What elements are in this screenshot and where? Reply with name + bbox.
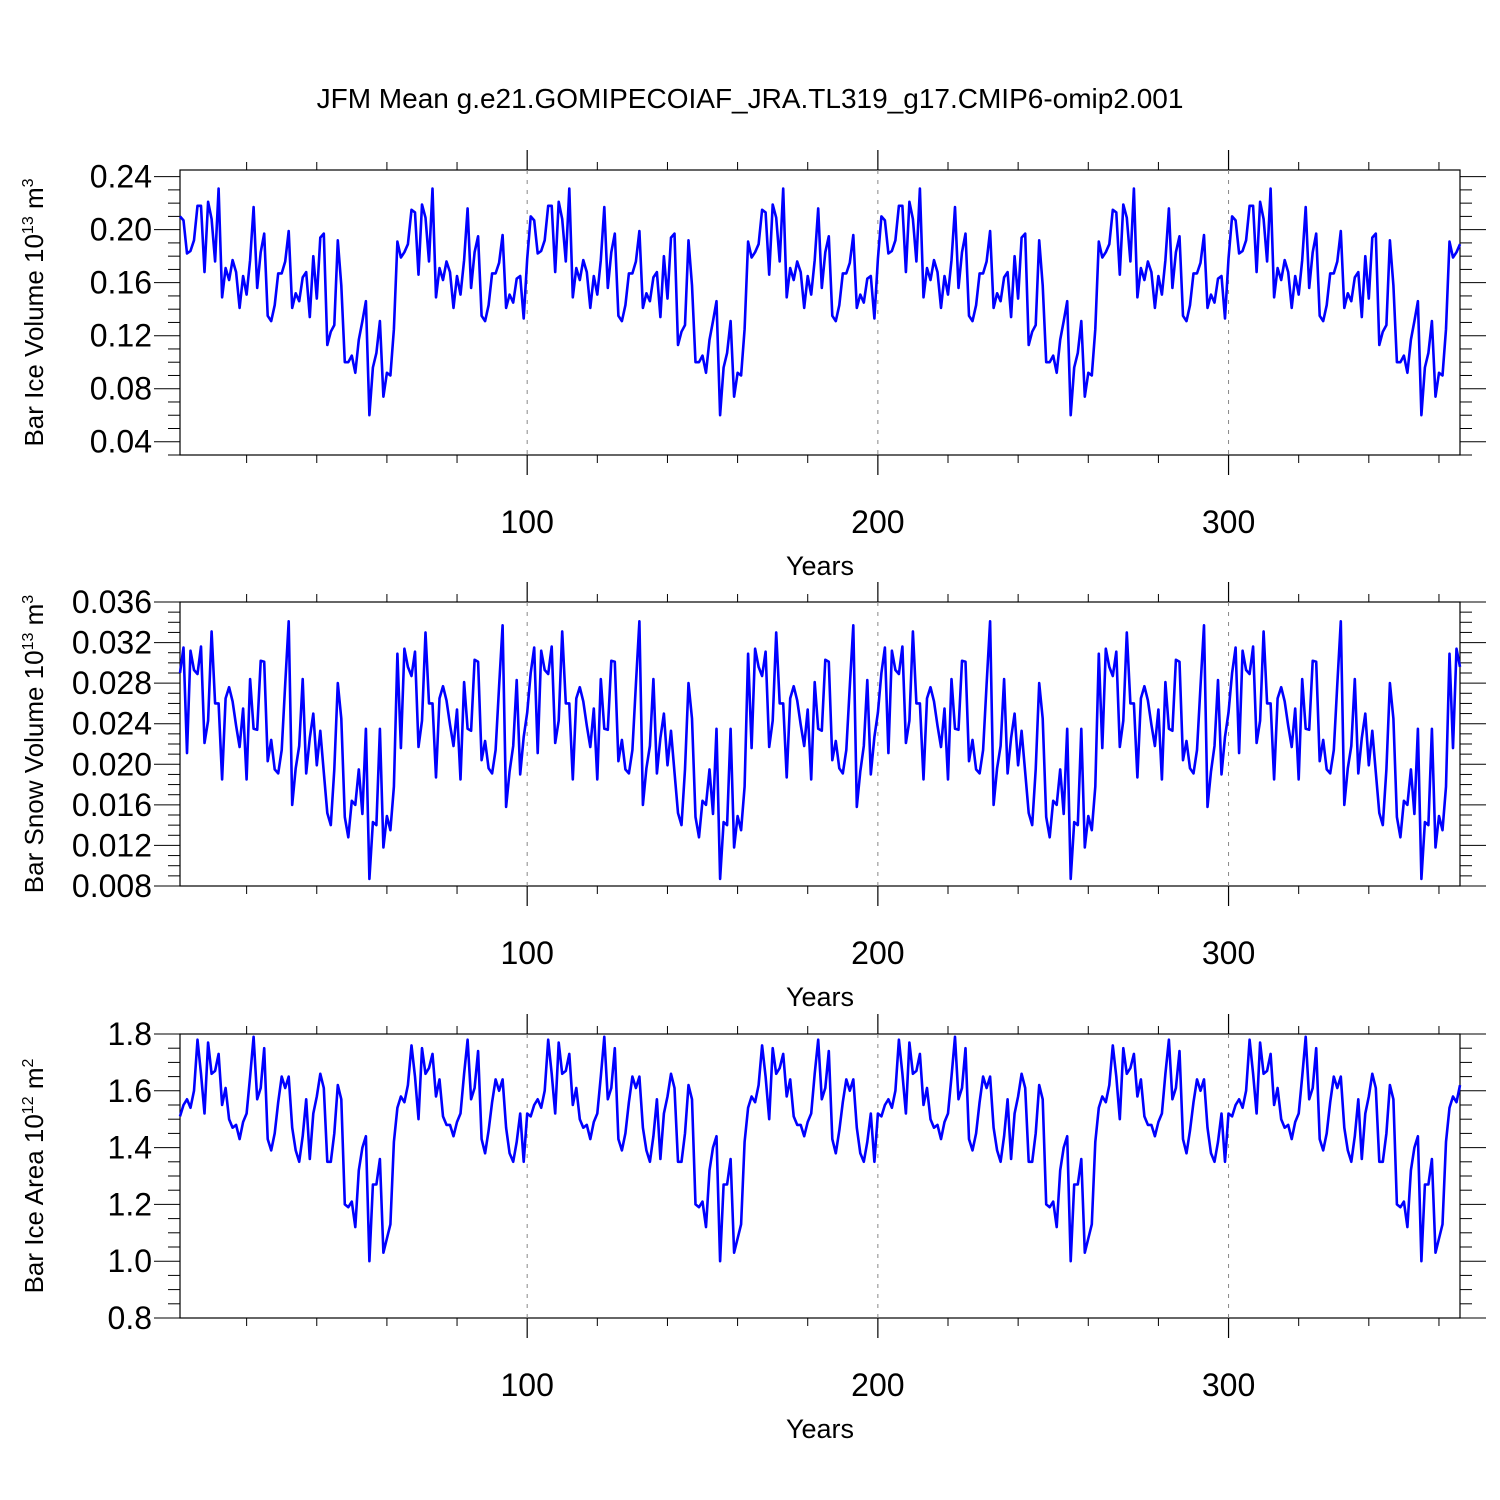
y-tick-label: 0.8 <box>108 1300 152 1336</box>
x-tick-label: 300 <box>1202 504 1255 540</box>
y-tick-label: 0.12 <box>90 318 152 354</box>
x-tick-label: 300 <box>1202 1367 1255 1403</box>
y-tick-label: 1.8 <box>108 1016 152 1052</box>
y-tick-label: 1.6 <box>108 1073 152 1109</box>
y-tick-label: 0.04 <box>90 424 152 460</box>
y-tick-label: 1.0 <box>108 1243 152 1279</box>
panel-2: 100 200 300 0.008 0.012 0.016 0.020 0.024 0.028 0… <box>19 582 1486 1012</box>
x-tick-label: 100 <box>500 935 553 971</box>
series-line <box>178 619 1462 881</box>
y-tick-label: 1.2 <box>108 1186 152 1222</box>
y-tick-label: 0.036 <box>72 584 152 620</box>
x-axis-label: Years <box>786 1414 854 1444</box>
x-axis-label: Years <box>786 551 854 581</box>
y-tick-label: 0.020 <box>72 746 152 782</box>
y-tick-label: 0.24 <box>90 159 152 195</box>
y-tick-label: 0.012 <box>72 827 152 863</box>
x-tick-label: 100 <box>500 504 553 540</box>
series-line <box>178 1035 1462 1263</box>
chart-title: JFM Mean g.e21.GOMIPECOIAF_JRA.TL319_g17… <box>317 83 1184 114</box>
y-axis-label: Bar Ice Volume 1013 m3 <box>19 178 49 446</box>
series-line <box>179 187 1462 417</box>
x-tick-label: 200 <box>851 935 904 971</box>
x-tick-label: 100 <box>500 1367 553 1403</box>
panel-1: 100 200 300 0.04 0.08 0.12 0.16 0.20 0.24 Bar Ice… <box>19 150 1486 581</box>
x-axis-label: Years <box>786 982 854 1012</box>
y-axis-label: Bar Ice Area 1012 m2 <box>19 1058 49 1293</box>
x-tick-label: 200 <box>851 1367 904 1403</box>
plot-frame <box>179 169 1461 456</box>
y-axis-label: Bar Snow Volume 1013 m3 <box>19 595 49 894</box>
y-tick-label: 0.008 <box>72 868 152 904</box>
y-tick-label: 0.024 <box>72 706 152 742</box>
y-tick-label: 0.028 <box>72 665 152 701</box>
y-tick-label: 0.016 <box>72 787 152 823</box>
y-tick-label: 0.20 <box>90 212 152 248</box>
y-tick-label: 0.16 <box>90 265 152 301</box>
y-tick-label: 1.4 <box>108 1130 152 1166</box>
y-tick-label: 0.08 <box>90 371 152 407</box>
panel-3: 100 200 300 0.8 1.0 1.2 1.4 1.6 1.8 Bar Ice Area … <box>19 1014 1486 1444</box>
y-tick-label: 0.032 <box>72 625 152 661</box>
x-tick-label: 300 <box>1202 935 1255 971</box>
x-tick-label: 200 <box>851 504 904 540</box>
